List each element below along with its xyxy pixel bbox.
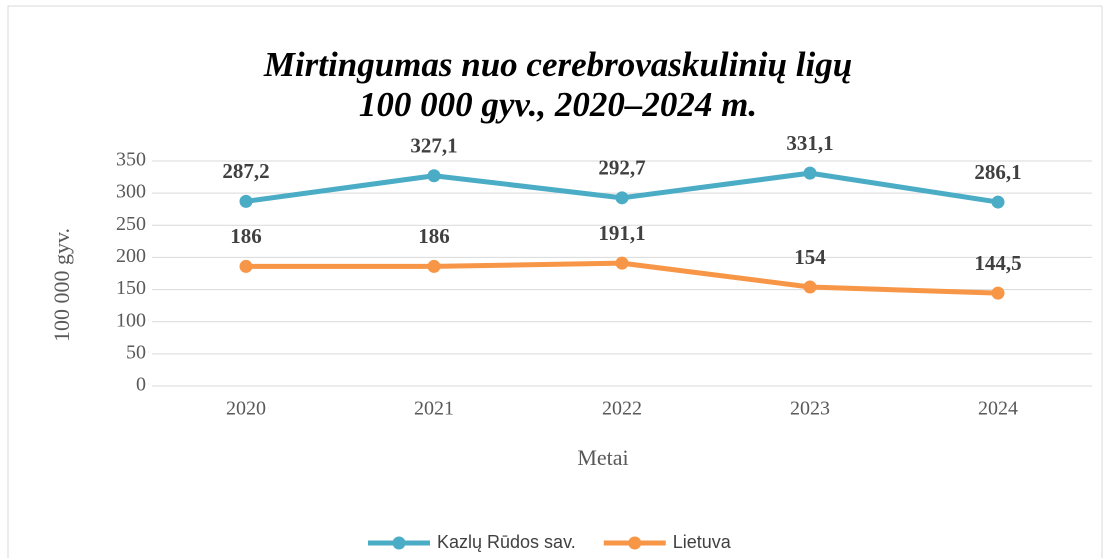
y-tick-label: 250 <box>116 213 146 235</box>
x-axis-label: Metai <box>577 445 628 470</box>
y-tick-label: 0 <box>136 374 146 396</box>
legend-label: Lietuva <box>673 532 732 552</box>
x-tick-label: 2020 <box>226 398 266 420</box>
data-point <box>427 259 441 273</box>
data-label: 191,1 <box>598 221 645 245</box>
y-tick-label: 50 <box>126 341 146 363</box>
legend-marker <box>628 536 642 550</box>
chart-title: Mirtingumas nuo cerebrovaskulinių ligų <box>263 45 852 84</box>
data-point <box>615 256 629 270</box>
x-tick-label: 2022 <box>602 398 642 420</box>
y-tick-label: 300 <box>116 181 146 203</box>
data-point <box>615 191 629 205</box>
data-label: 186 <box>230 224 262 248</box>
y-tick-label: 200 <box>116 245 146 267</box>
data-label: 292,7 <box>598 156 645 180</box>
data-label: 286,1 <box>974 160 1021 184</box>
data-label: 327,1 <box>410 134 457 158</box>
data-point <box>239 259 253 273</box>
data-point <box>803 166 817 180</box>
data-label: 186 <box>418 224 450 248</box>
y-tick-label: 100 <box>116 309 146 331</box>
x-tick-label: 2021 <box>414 398 454 420</box>
y-axis-label: 100 000 gyv. <box>49 228 74 342</box>
data-point <box>239 194 253 208</box>
y-tick-label: 150 <box>116 277 146 299</box>
data-point <box>991 286 1005 300</box>
x-tick-label: 2024 <box>978 398 1018 420</box>
data-label: 287,2 <box>222 159 269 183</box>
y-tick-label: 350 <box>116 149 146 171</box>
data-label: 331,1 <box>786 131 833 155</box>
legend-marker <box>392 536 406 550</box>
legend-label: Kazlų Rūdos sav. <box>437 532 576 552</box>
data-point <box>803 280 817 294</box>
x-tick-label: 2023 <box>790 398 830 420</box>
data-point <box>991 195 1005 209</box>
chart-title: 100 000 gyv., 2020–2024 m. <box>359 85 757 124</box>
data-label: 154 <box>794 245 826 269</box>
chart-border <box>7 5 1103 558</box>
data-label: 144,5 <box>974 251 1021 275</box>
data-point <box>427 169 441 183</box>
